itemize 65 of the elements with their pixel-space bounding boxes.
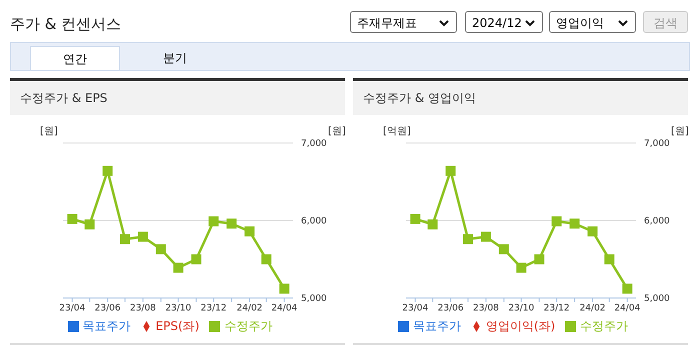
y-axis-title: [원] [40, 126, 58, 137]
x-tick-label: 23/10 [508, 303, 535, 314]
y2-axis-title: [원] [671, 126, 689, 137]
x-tick-label: 24/02 [236, 303, 263, 314]
text: 2024/12 [472, 16, 522, 30]
y2-tick-label: 5,000 [301, 294, 328, 304]
point [588, 226, 598, 236]
x-tick-label: 23/04 [402, 303, 429, 314]
y2-tick-label: 7,000 [301, 139, 328, 150]
y-axis-title: [억원] [383, 126, 411, 137]
x-tick-label: 24/04 [271, 303, 298, 314]
y2-tick-label: 6,000 [644, 216, 670, 227]
point [622, 284, 632, 294]
legend-label: 목표주가 [82, 319, 131, 333]
point [279, 284, 290, 294]
point [552, 216, 562, 226]
y2-axis-title: [원] [328, 126, 346, 137]
legend-label: EPS(좌) [156, 319, 200, 333]
point [446, 166, 456, 176]
point [67, 214, 78, 224]
text: 주가 & 컨센서스 [10, 15, 122, 33]
point [138, 232, 148, 242]
legend-label: 수정주가 [580, 319, 628, 333]
point [191, 254, 202, 264]
y2-tick-label: 5,000 [644, 294, 670, 304]
point [261, 254, 272, 264]
x-tick-label: 23/10 [165, 303, 192, 314]
point [480, 232, 491, 242]
point [226, 218, 237, 229]
point [498, 244, 509, 254]
chart-title: 수정주가 & 영업이익 [363, 91, 476, 105]
x-tick-label: 24/04 [614, 303, 641, 314]
point [208, 216, 219, 226]
x-tick-label: 23/04 [59, 303, 86, 314]
text: 검색 [654, 16, 678, 30]
point [244, 226, 255, 236]
point [120, 234, 130, 244]
point [102, 166, 113, 176]
point [428, 219, 438, 230]
point [410, 214, 420, 224]
text: 영업이익 [556, 16, 604, 30]
point [604, 254, 614, 264]
x-tick-label: 24/02 [580, 303, 606, 314]
x-tick-label: 23/06 [438, 303, 464, 314]
y2-tick-label: 7,000 [644, 139, 670, 150]
x-tick-label: 23/12 [200, 303, 227, 314]
legend-label: 목표주가 [412, 319, 461, 333]
x-tick-label: 23/08 [130, 303, 156, 314]
y2-tick-label: 6,000 [301, 216, 328, 227]
point [534, 254, 544, 264]
point [516, 262, 526, 273]
text: 분기 [163, 51, 187, 65]
x-tick-label: 23/12 [544, 303, 570, 314]
chart-title: 수정주가 & EPS [20, 91, 108, 105]
point [173, 262, 184, 273]
text: 연간 [63, 52, 87, 66]
legend-label: 영업이익(좌) [486, 319, 556, 333]
legend-label: 수정주가 [224, 319, 272, 333]
x-tick-label: 23/06 [94, 303, 121, 314]
point [156, 244, 166, 254]
x-tick-label: 23/08 [472, 303, 500, 314]
point [84, 219, 95, 230]
point [570, 218, 580, 229]
text: 주재무제표 [357, 16, 417, 30]
point [462, 234, 473, 244]
